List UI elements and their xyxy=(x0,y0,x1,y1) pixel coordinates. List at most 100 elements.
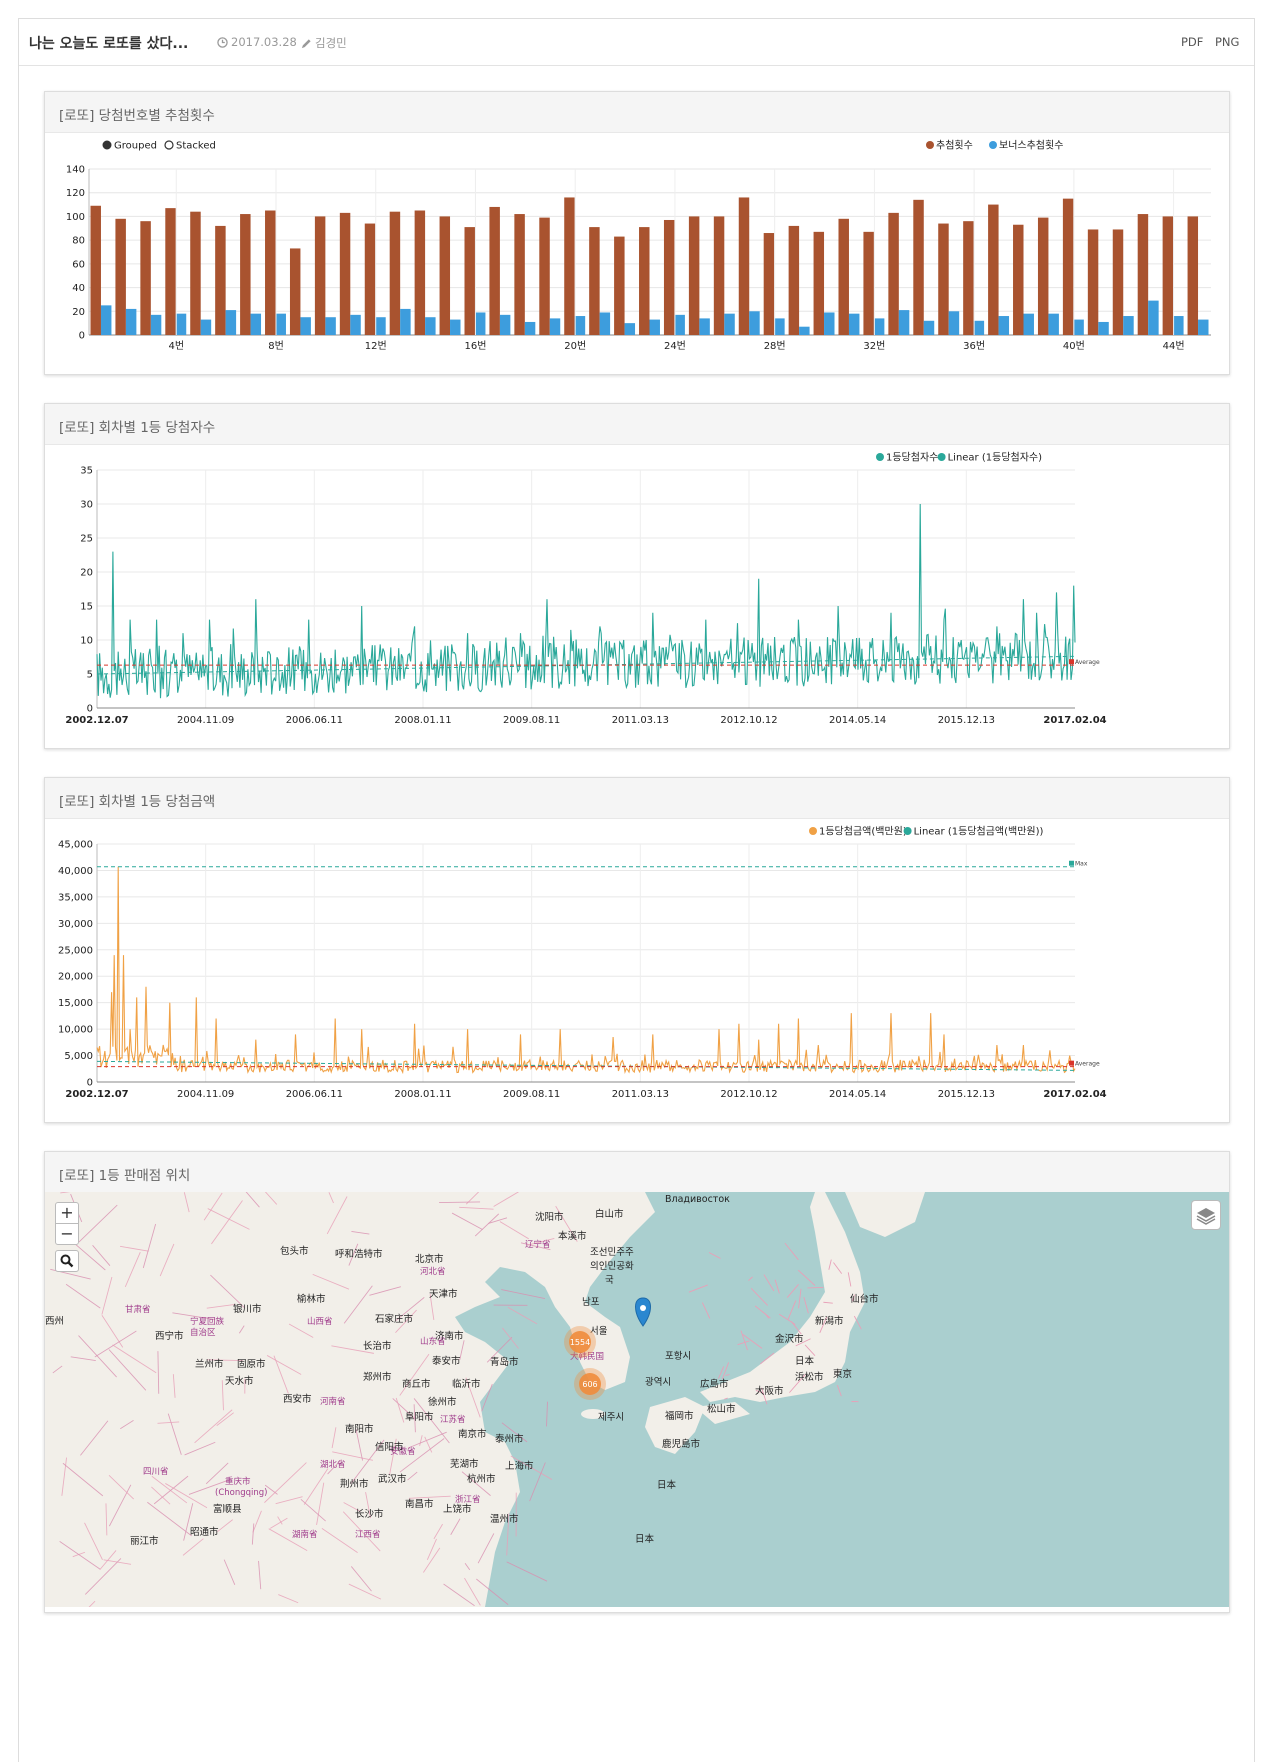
x-tick-label: 2017.02.04 xyxy=(1043,1089,1106,1100)
bar-bonus xyxy=(924,321,934,335)
city-label: 固原市 xyxy=(237,1358,266,1370)
bar-bonus xyxy=(500,315,510,335)
y-tick-label: 35 xyxy=(80,466,93,477)
zoom-out-button[interactable]: − xyxy=(55,1223,79,1245)
road xyxy=(501,1290,545,1299)
x-tick-label: 32번 xyxy=(863,340,885,352)
bar-bonus xyxy=(425,317,435,335)
city-label: 石家庄市 xyxy=(375,1313,414,1325)
panel-title: [로또] 회차별 1등 당첨금액 xyxy=(59,790,215,810)
city-label: 济南市 xyxy=(435,1330,464,1342)
road xyxy=(854,1316,861,1329)
city-label: 泰安市 xyxy=(432,1355,461,1367)
province-label: 河南省 xyxy=(320,1396,346,1407)
city-label: 福岡市 xyxy=(665,1410,694,1422)
city-label: 金沢市 xyxy=(775,1333,804,1345)
city-label: 南阳市 xyxy=(345,1423,374,1435)
average-marker xyxy=(1069,659,1074,664)
bar-bonus xyxy=(1148,301,1158,335)
y-tick-label: 0 xyxy=(79,331,85,342)
average-label: Average xyxy=(1075,659,1100,666)
city-label: 银川市 xyxy=(233,1303,262,1315)
bar-bonus xyxy=(201,320,211,335)
prize-chart: 05,00010,00015,00020,00025,00030,00035,0… xyxy=(45,818,1229,1122)
city-label: 日本 xyxy=(795,1355,815,1367)
y-tick-label: 0 xyxy=(87,704,93,715)
city-label: 芜湖市 xyxy=(450,1458,479,1470)
city-label: 大阪市 xyxy=(755,1385,784,1397)
panel-header: [로또] 1등 판매점 위치 xyxy=(45,1152,1229,1193)
y-tick-label: 5,000 xyxy=(64,1051,93,1062)
bar-draw xyxy=(90,206,100,335)
x-tick-label: 2004.11.09 xyxy=(177,1089,234,1100)
x-tick-label: 2014.05.14 xyxy=(829,715,886,726)
map-search-button[interactable] xyxy=(55,1250,79,1272)
province-label: 四川省 xyxy=(143,1466,169,1477)
y-tick-label: 40,000 xyxy=(58,866,93,877)
bar-draw xyxy=(1063,199,1073,335)
city-label: 北京市 xyxy=(415,1253,444,1265)
edge-label: Владивосток xyxy=(665,1194,730,1205)
layers-button[interactable] xyxy=(1191,1200,1221,1230)
province-label: 河北省 xyxy=(420,1266,446,1277)
city-label: 南京市 xyxy=(458,1428,487,1440)
city-label: 武汉市 xyxy=(378,1473,407,1485)
city-label: 信阳市 xyxy=(375,1441,404,1453)
x-tick-label: 2012.10.12 xyxy=(720,1089,777,1100)
dashboard-frame: 나는 오늘도 로또를 샀다... 2017.03.28 김경민 PDF PNG … xyxy=(18,18,1255,1762)
x-tick-label: 2004.11.09 xyxy=(177,715,234,726)
panel-title: [로또] 당첨번호별 추첨횟수 xyxy=(59,104,215,124)
map-canvas[interactable]: 辽宁省河北省甘肃省宁夏回族自治区山西省山东省河南省江苏省安徽省湖北省浙江省四川省… xyxy=(45,1192,1229,1607)
bar-draw xyxy=(1188,216,1198,335)
bar-bonus xyxy=(300,317,310,335)
province-label: 湖南省 xyxy=(292,1529,318,1540)
png-export-button[interactable]: PNG xyxy=(1215,35,1239,49)
city-label: 兰州市 xyxy=(195,1358,224,1370)
x-tick-label: 24번 xyxy=(664,340,686,352)
bar-bonus xyxy=(450,320,460,335)
y-tick-label: 10,000 xyxy=(58,1025,93,1036)
y-tick-label: 60 xyxy=(72,259,85,270)
y-tick-label: 45,000 xyxy=(58,840,93,851)
bar-bonus xyxy=(525,322,535,335)
store-map[interactable]: 辽宁省河北省甘肃省宁夏回族自治区山西省山东省河南省江苏省安徽省湖北省浙江省四川省… xyxy=(45,1192,1229,1607)
panel-title: [로또] 1등 판매점 위치 xyxy=(59,1164,190,1184)
legend-label: 보너스추첨횟수 xyxy=(999,140,1063,152)
y-tick-label: 5 xyxy=(87,670,93,681)
province-label: (Chongqing) xyxy=(215,1488,267,1498)
pdf-export-button[interactable]: PDF xyxy=(1181,35,1203,49)
y-tick-label: 140 xyxy=(66,165,85,176)
road xyxy=(702,1303,709,1319)
panel-title: [로또] 회차별 1등 당첨자수 xyxy=(59,416,215,436)
y-tick-label: 10 xyxy=(80,636,93,647)
bar-draw xyxy=(714,216,724,335)
city-label: 浜松市 xyxy=(795,1371,824,1383)
x-tick-label: 2011.03.13 xyxy=(612,1089,669,1100)
city-label: 昭通市 xyxy=(190,1526,219,1538)
bar-draw xyxy=(1113,229,1123,335)
max-marker xyxy=(1069,861,1074,866)
road xyxy=(738,1341,750,1345)
bar-draw xyxy=(589,227,599,335)
bar-bonus xyxy=(974,321,984,335)
road xyxy=(749,1277,753,1281)
bar-bonus xyxy=(575,316,585,335)
city-label: 青岛市 xyxy=(490,1356,519,1368)
x-tick-label: 2008.01.11 xyxy=(394,1089,451,1100)
grouped-control-label: Grouped xyxy=(114,141,157,152)
bar-draw xyxy=(115,219,125,335)
road xyxy=(788,1301,796,1320)
city-label: 上海市 xyxy=(505,1460,534,1472)
bar-bonus xyxy=(251,314,261,335)
road xyxy=(689,1285,708,1292)
y-tick-label: 25,000 xyxy=(58,945,93,956)
x-tick-label: 16번 xyxy=(464,340,486,352)
y-tick-label: 40 xyxy=(72,283,85,294)
road xyxy=(722,1362,728,1379)
y-tick-label: 80 xyxy=(72,236,85,247)
city-label: 泰州市 xyxy=(495,1433,524,1445)
legend-dot xyxy=(904,827,912,835)
zoom-in-button[interactable]: + xyxy=(55,1202,79,1224)
city-label: 南昌市 xyxy=(405,1498,434,1510)
